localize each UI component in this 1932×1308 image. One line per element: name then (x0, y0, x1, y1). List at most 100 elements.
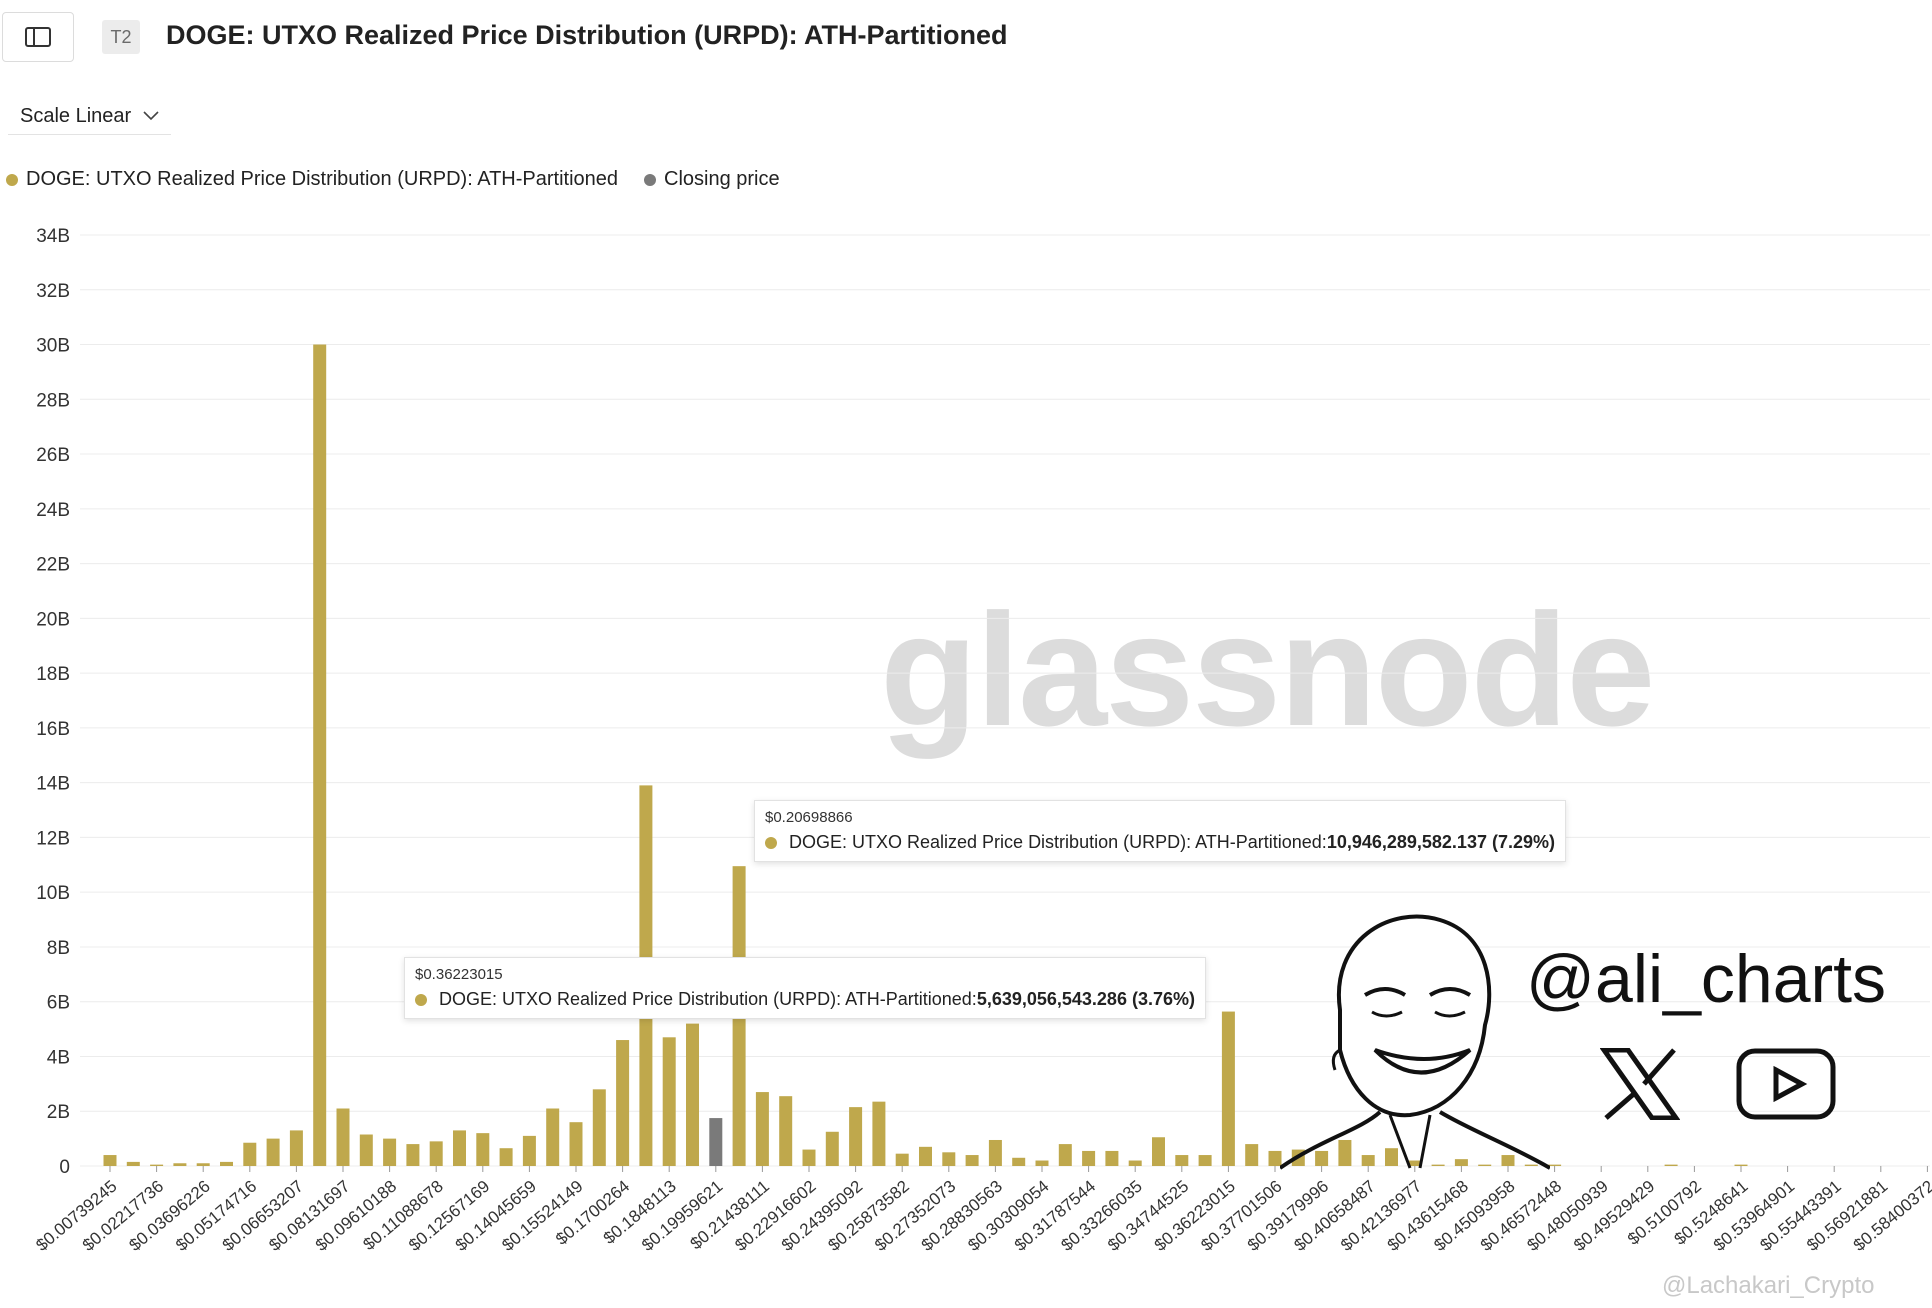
bar (1338, 1139, 1352, 1166)
page-title: DOGE: UTXO Realized Price Distribution (… (166, 20, 1008, 50)
y-tick-label: 4B (47, 1047, 70, 1068)
tooltip-series-dot (415, 993, 427, 1006)
bar (499, 1148, 513, 1166)
bar (1408, 1160, 1422, 1166)
y-tick-label: 6B (47, 993, 70, 1014)
footer-credit: @Lachakari_Crypto (1662, 1272, 1875, 1299)
scale-dropdown[interactable]: Scale Linear (8, 98, 172, 135)
bar (872, 1101, 886, 1166)
tooltip-primary: $0.20698866 DOGE: UTXO Realized Price Di… (754, 800, 1566, 862)
bar (802, 1149, 816, 1166)
y-tick-label: 24B (36, 500, 70, 521)
bar (313, 344, 327, 1166)
bar (755, 1092, 769, 1166)
bar (1478, 1164, 1492, 1166)
tooltip-series-name: DOGE: UTXO Realized Price Distribution (… (439, 989, 977, 1009)
bar (988, 1139, 1002, 1166)
chevron-down-icon (143, 111, 159, 121)
meme-face-drawing (1280, 914, 1550, 1170)
tooltip-secondary: $0.36223015 DOGE: UTXO Realized Price Di… (404, 957, 1206, 1019)
bar (1105, 1150, 1119, 1166)
sidebar-panel-icon (25, 27, 51, 47)
bar (126, 1161, 140, 1166)
bar (546, 1108, 560, 1166)
y-tick-label: 28B (36, 390, 70, 411)
bar (383, 1138, 397, 1166)
tooltip-series-name: DOGE: UTXO Realized Price Distribution (… (789, 832, 1327, 852)
legend-item-closing-price[interactable]: Closing price (644, 168, 780, 191)
bar (1175, 1155, 1189, 1166)
scale-dropdown-label: Scale Linear (20, 104, 132, 127)
y-tick-label: 20B (36, 609, 70, 630)
bar (289, 1130, 303, 1166)
legend-dot-closing-price (644, 173, 657, 186)
top-bar: T2 DOGE: UTXO Realized Price Distributio… (0, 0, 1932, 76)
bar (196, 1163, 210, 1166)
bar (1012, 1157, 1026, 1166)
bar (1524, 1164, 1538, 1166)
legend-dot-urpd (6, 173, 18, 186)
bar (779, 1096, 793, 1166)
bar (1035, 1160, 1049, 1166)
bar (1501, 1155, 1515, 1166)
tooltip-price: $0.20698866 (765, 809, 853, 826)
bar (1058, 1144, 1072, 1166)
y-tick-label: 34B (36, 226, 70, 247)
legend-item-urpd[interactable]: DOGE: UTXO Realized Price Distribution (… (6, 168, 618, 191)
bar (686, 1023, 699, 1166)
bar (1268, 1150, 1282, 1166)
tooltip-value: 5,639,056,543.286 (3.76%) (976, 989, 1195, 1009)
y-tick-label: 10B (36, 883, 70, 904)
bar (336, 1108, 350, 1166)
bar (942, 1152, 956, 1166)
x-logo-icon (1600, 1048, 1680, 1120)
bar (1315, 1150, 1329, 1166)
y-tick-label: 18B (36, 664, 70, 685)
bar (1082, 1150, 1096, 1166)
ali-charts-handle: @ali_charts (1526, 941, 1887, 1017)
bar (1152, 1137, 1165, 1166)
bar (103, 1155, 117, 1166)
bar (895, 1153, 909, 1166)
bar (220, 1161, 233, 1166)
bar (359, 1134, 373, 1166)
y-tick-label: 8B (47, 938, 70, 959)
y-tick-label: 14B (36, 774, 70, 795)
y-tick-label: 0 (59, 1157, 70, 1178)
bar (1431, 1164, 1445, 1166)
y-tick-label: 32B (36, 281, 70, 302)
bar (592, 1089, 606, 1166)
bar (266, 1138, 280, 1166)
tooltip-series-dot (765, 836, 777, 849)
sidebar-toggle-button[interactable] (2, 12, 74, 62)
x-tick-label: $0.58400372 (1850, 1177, 1932, 1255)
bar (243, 1142, 257, 1166)
bar (1548, 1164, 1562, 1166)
bar (150, 1164, 164, 1166)
bar (1221, 1011, 1235, 1166)
bar (1361, 1155, 1375, 1166)
bar (476, 1133, 490, 1166)
bar (919, 1146, 932, 1166)
bar (616, 1040, 630, 1166)
bar (173, 1163, 187, 1166)
legend-label-closing-price: Closing price (664, 168, 780, 190)
bar (1245, 1144, 1259, 1166)
bar (1198, 1155, 1212, 1166)
y-tick-label: 22B (36, 555, 70, 576)
bar (1128, 1160, 1142, 1166)
y-tick-label: 2B (47, 1102, 70, 1123)
tooltip-value: 10,946,289,582.137 (7.29%) (1326, 832, 1555, 852)
bar (1734, 1164, 1748, 1166)
bar (1385, 1148, 1398, 1166)
youtube-play-icon (1736, 1048, 1836, 1120)
bar (662, 1037, 676, 1166)
tier-badge: T2 (102, 20, 140, 54)
bar (849, 1107, 863, 1166)
bar (453, 1130, 466, 1166)
bar (1454, 1159, 1468, 1166)
bar (522, 1135, 536, 1166)
y-tick-label: 30B (36, 336, 70, 357)
bar (825, 1131, 839, 1166)
